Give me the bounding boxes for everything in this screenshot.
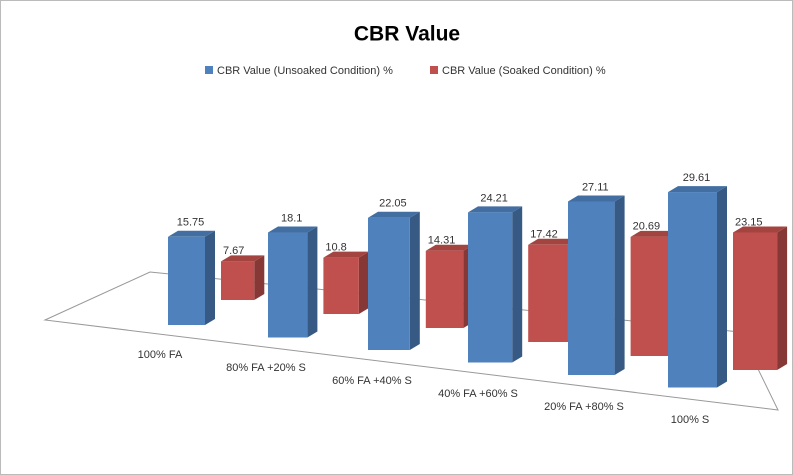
bar-top (168, 230, 215, 237)
value-label: 24.21 (480, 192, 508, 204)
bar-front (568, 201, 615, 375)
value-label: 18.1 (281, 212, 302, 224)
bar (268, 226, 318, 338)
bar-side (358, 251, 369, 314)
value-label: 10.8 (325, 242, 346, 254)
x-tick-label: 40% FA +60% S (438, 388, 518, 400)
bar (323, 251, 369, 314)
chart-title: CBR Value (354, 23, 460, 46)
bar-front (323, 257, 359, 314)
bar-top (323, 251, 369, 258)
bar-top (221, 255, 265, 262)
legend-swatch (205, 66, 213, 74)
bar-front (630, 236, 673, 356)
bar-top (425, 244, 474, 251)
x-tick-label: 100% FA (138, 349, 183, 361)
bar (568, 195, 625, 375)
bar (468, 206, 523, 363)
bar-side (307, 226, 318, 338)
bar-side (512, 206, 523, 363)
bar-top (568, 195, 625, 202)
bar-top (528, 238, 578, 245)
x-tick-label: 60% FA +40% S (332, 375, 412, 387)
bar-front (168, 236, 205, 325)
value-label: 23.15 (735, 216, 763, 228)
bar-top (668, 186, 727, 193)
bar-top (468, 206, 523, 213)
bar (425, 244, 474, 328)
bar-top (268, 226, 318, 233)
bar (733, 226, 788, 370)
bar-side (777, 226, 788, 370)
bar-front (368, 217, 410, 350)
bar-top (368, 211, 420, 218)
value-label: 7.67 (223, 245, 244, 257)
bar-front (268, 232, 308, 338)
bar-side (717, 186, 727, 388)
bar-front (221, 261, 255, 300)
value-label: 22.05 (379, 198, 407, 210)
bar-front (528, 244, 568, 342)
legend-label: CBR Value (Unsoaked Condition) % (217, 65, 393, 77)
value-label: 20.69 (633, 221, 661, 233)
bar (168, 230, 215, 325)
bar-side (254, 255, 265, 300)
bar (368, 211, 420, 350)
bar-side (614, 195, 625, 375)
legend-swatch (430, 66, 438, 74)
bar (221, 255, 265, 300)
bar-side (205, 230, 215, 325)
legend-label: CBR Value (Soaked Condition) % (442, 65, 606, 77)
value-label: 15.75 (177, 217, 205, 229)
bar-front (668, 192, 717, 388)
bar-front (733, 232, 778, 370)
bar-front (468, 212, 513, 363)
bar (668, 186, 727, 388)
bar-top (733, 226, 788, 233)
value-label: 27.11 (582, 181, 609, 193)
bar-side (409, 211, 420, 350)
value-label: 17.42 (530, 229, 558, 241)
bar-front (425, 250, 464, 328)
value-label: 14.31 (428, 235, 456, 247)
x-tick-label: 20% FA +80% S (544, 401, 624, 413)
x-tick-label: 100% S (671, 414, 710, 426)
value-label: 29.61 (683, 172, 711, 184)
x-tick-label: 80% FA +20% S (226, 362, 306, 374)
